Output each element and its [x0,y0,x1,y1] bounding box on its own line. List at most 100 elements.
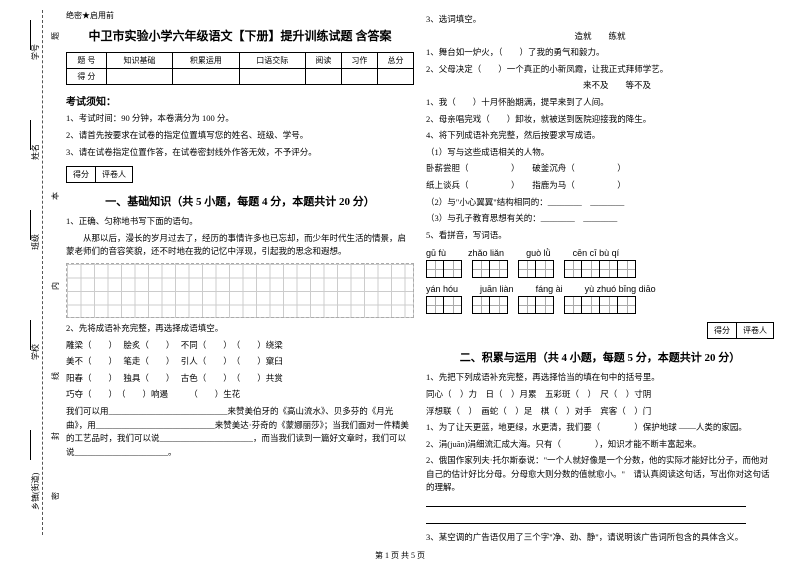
binding-label-0: 学号 [30,44,41,60]
dashed-line [42,10,43,535]
binding-label-2: 班级 [30,234,41,250]
py-2-3: yù zhuó bīng diāo [585,284,656,294]
scorebox-b: 评卷人 [96,167,132,182]
sh-0: 题 号 [67,53,107,69]
score-table: 题 号 知识基础 积累运用 口语交际 阅读 习作 总分 得 分 [66,52,414,85]
s2-q1: 1、先把下列成语补充完整，再选择恰当的填在句中的括号里。 [426,371,774,385]
score-value-row: 得 分 [67,69,414,85]
py-1-1: zhǎo liǎn [468,248,504,258]
s2-q1-l1: 浮想联（ ） 画蛇（ ）足 棋（ ）对手 宾客（ ）门 [426,405,774,419]
py-2-0: yán hóu [426,284,458,294]
mark-0: 题 [50,32,61,40]
r-q4-l1: 卧薪尝胆（ ） 破釜沉舟（ ） [426,162,774,176]
scorebox-left: 得分 评卷人 [66,166,133,183]
s2-q1-l0: 同心（ ）力 日（ ）月累 五彩斑（ ） 尺（ ）寸阴 [426,388,774,402]
tian-row-1 [426,260,774,278]
binding-label-1: 姓名 [30,144,41,160]
notice-heading: 考试须知： [66,93,414,108]
s1-q2-l3: 巧夺（ ） （ ）响遏 （ ）生花 [66,388,414,402]
r-q5: 5、看拼音，写词语。 [426,229,774,243]
s1-q2-l0: 雕梁（ ） 脍炙（ ） 不同（ ） （ ）绕梁 [66,339,414,353]
tg-1-1 [472,260,508,278]
left-column: 绝密★启用前 中卫市实验小学六年级语文【下册】提升训练试题 含答案 题 号 知识… [60,10,420,545]
tg-2-1 [472,296,508,314]
pinyin-row-1: gū fù zhǎo liǎn guò lǜ cēn cī bù qí [426,248,774,258]
r-q3-i2: 来不及 等不及 [426,79,774,93]
py-1-2: guò lǜ [526,248,551,258]
mark-2: 内 [50,282,61,290]
s1-q1: 1、正确、匀称地书写下面的语句。 [66,215,414,229]
section1-title: 一、基础知识（共 5 小题，每题 4 分，本题共计 20 分） [66,193,414,209]
right-column: 3、选词填空。 造就 练就 1、舞台如一炉火，（ ）了我的勇气和毅力。 2、父母… [420,10,780,545]
page-title: 中卫市实验小学六年级语文【下册】提升训练试题 含答案 [66,27,414,44]
writing-grid [66,263,414,318]
s2-q2-line [426,498,774,512]
sh-3: 口语交际 [239,53,305,69]
s1-q2-l2: 阳春（ ） 独具（ ） 古色（ ） （ ）共赏 [66,372,414,386]
scorebox-a: 得分 [67,167,96,182]
r-q3-i3: 1、我（ ）十月怀胎期满，提早来到了人间。 [426,96,774,110]
s2-q1-f1: 2、涓(juān)涓细流汇成大海。只有（ ），知识才能不断丰富起来。 [426,438,774,452]
tg-2-2 [518,296,554,314]
r-q4-l4: （3）与孔子教育思想有关的：________ ________ [426,212,774,226]
page-footer: 第 1 页 共 5 页 [0,550,800,561]
s2-q1-f0: 1、为了让天更蓝，地更绿，水更清，我们要（ ）保护地球 ——人类的家园。 [426,421,774,435]
binding-blank-1 [30,120,31,150]
tg-2-0 [426,296,462,314]
mark-4: 封 [50,432,61,440]
sv-4 [305,69,341,85]
sv-5 [341,69,377,85]
sv-2 [173,69,239,85]
r-q3-i4: 2、母亲唱完戏（ ）卸妆，就被送到医院迎接我的降生。 [426,113,774,127]
s1-q1-text: 从那以后，漫长的岁月过去了，经历的事情许多也已忘却，而少年时代生活的情景，启蒙老… [66,232,414,259]
r-q4: 4、将下列成语补充完整，然后按要求写成语。 [426,129,774,143]
notice-3: 3、请在试卷指定位置作答，在试卷密封线外作答无效，不予评分。 [66,146,414,159]
binding-label-4: 乡镇(街道) [30,473,41,510]
notice-2: 2、请首先按要求在试卷的指定位置填写您的姓名、班级、学号。 [66,129,414,142]
py-2-1: juān liàn [480,284,514,294]
mark-3: 线 [50,372,61,380]
score-header-row: 题 号 知识基础 积累运用 口语交际 阅读 习作 总分 [67,53,414,69]
s1-q2-l1: 美不（ ） 笔走（ ） 引人（ ） （ ）窠臼 [66,355,414,369]
r-q3-i1: 2、父母决定（ ）一个真正的小新凤霞，让我正式拜师学艺。 [426,63,774,77]
s2-q3: 3、某空调的广告语仅用了三个字"净、劲、静"，请说明该广告词所包含的具体含义。 [426,531,774,545]
mark-1: 本 [50,192,61,200]
s2-q2-line2 [426,515,774,529]
binding-blank-4 [30,430,31,460]
tg-2-3 [564,296,636,314]
tian-row-2 [426,296,774,314]
pinyin-row-2: yán hóu juān liàn fáng ài yù zhuó bīng d… [426,284,774,294]
py-1-3: cēn cī bù qí [573,248,620,258]
mark-5: 密 [50,492,61,500]
tg-1-2 [518,260,554,278]
binding-blank-3 [30,320,31,350]
binding-margin: 学号 姓名 班级 学校 乡镇(街道) 题 本 内 线 封 密 [0,0,58,545]
py-1-0: gū fù [426,248,446,258]
sh-2: 积累运用 [173,53,239,69]
sv-6 [377,69,413,85]
sv-label: 得 分 [67,69,107,85]
notice-1: 1、考试时间：90 分钟，本卷满分为 100 分。 [66,112,414,125]
binding-label-3: 学校 [30,344,41,360]
sv-1 [106,69,172,85]
r-q3: 3、选词填空。 [426,13,774,27]
section2-title: 二、积累与运用（共 4 小题，每题 5 分，本题共计 20 分） [426,349,774,365]
tg-1-0 [426,260,462,278]
sh-1: 知识基础 [106,53,172,69]
secret-label: 绝密★启用前 [66,10,414,21]
py-2-2: fáng ài [536,284,563,294]
s2-q2: 2、俄国作家列夫·托尔斯泰说："一个人就好像是一个分数，他的实际才能好比分子，而… [426,454,774,495]
scorebox-r-a: 得分 [708,323,737,338]
s1-q2: 2、先将成语补充完整，再选择成语填空。 [66,322,414,336]
sh-6: 总分 [377,53,413,69]
binding-blank-2 [30,210,31,240]
sh-5: 习作 [341,53,377,69]
r-q3-i0: 1、舞台如一炉火，（ ）了我的勇气和毅力。 [426,46,774,60]
tg-1-3 [564,260,636,278]
scorebox-r-b: 评卷人 [737,323,773,338]
sh-4: 阅读 [305,53,341,69]
sv-3 [239,69,305,85]
s1-q2-fill: 我们可以用____________________________来赞美伯牙的《… [66,405,414,459]
r-q4-l2: 纸上谈兵（ ） 指鹿为马（ ） [426,179,774,193]
r-q4-l0: （1）写与这些成语相关的人物。 [426,146,774,160]
